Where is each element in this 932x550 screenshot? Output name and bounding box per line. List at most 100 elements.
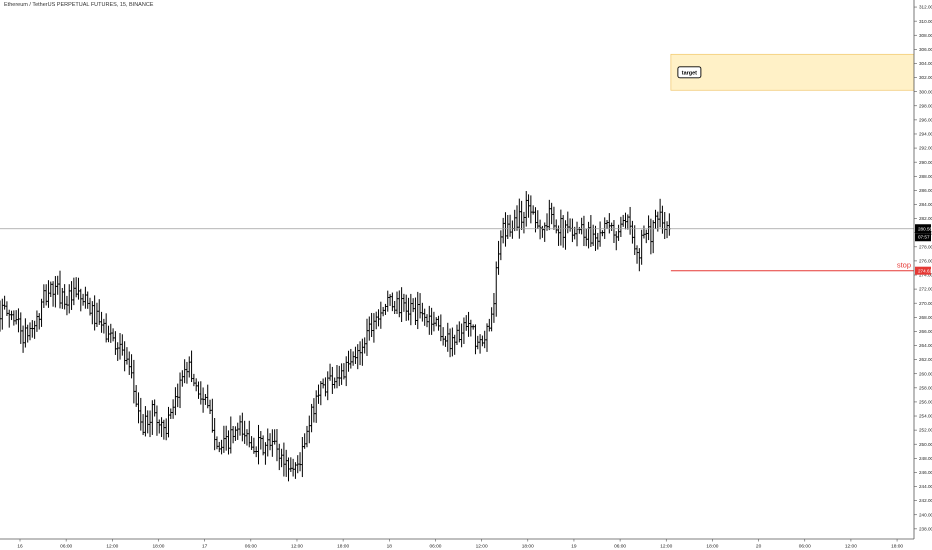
ohlc-bar bbox=[458, 321, 461, 343]
ohlc-bar bbox=[665, 221, 669, 239]
ohlc-bar bbox=[275, 429, 279, 462]
ohlc-bar bbox=[280, 448, 283, 468]
ohlc-bar bbox=[631, 220, 634, 244]
ohlc-bar bbox=[428, 305, 431, 335]
ohlc-bar bbox=[218, 441, 221, 453]
target-label-box[interactable] bbox=[677, 66, 702, 79]
ohlc-bar bbox=[79, 288, 82, 312]
ohlc-bar bbox=[550, 202, 553, 225]
ohlc-bar bbox=[582, 215, 586, 247]
ohlc-bar bbox=[640, 229, 643, 265]
ohlc-bar bbox=[481, 335, 484, 347]
ohlc-bar bbox=[439, 314, 443, 342]
ohlc-bar bbox=[661, 205, 664, 234]
ohlc-bar bbox=[21, 325, 25, 353]
ohlc-bar bbox=[363, 337, 366, 354]
ohlc-bar bbox=[386, 290, 389, 312]
price-tick-label: 288.00 bbox=[919, 174, 932, 179]
ohlc-bar bbox=[266, 428, 269, 457]
price-tick-label: 266.00 bbox=[919, 329, 932, 334]
ohlc-bar bbox=[381, 306, 385, 317]
ohlc-bar bbox=[587, 221, 590, 249]
ohlc-bar bbox=[250, 436, 253, 450]
ohlc-bar bbox=[561, 215, 565, 248]
time-tick-label: 18:00 bbox=[891, 544, 903, 550]
ohlc-bar bbox=[342, 363, 346, 380]
time-tick-label: 06:00 bbox=[429, 544, 441, 550]
current-price-value: 280.56 bbox=[918, 226, 932, 231]
ohlc-bar bbox=[335, 365, 339, 389]
ohlc-bar bbox=[446, 322, 449, 352]
ohlc-bar bbox=[321, 378, 325, 389]
ohlc-bar bbox=[139, 397, 142, 431]
ohlc-bar bbox=[483, 330, 486, 349]
ohlc-bar bbox=[229, 416, 233, 454]
ohlc-bar bbox=[49, 281, 52, 298]
ohlc-bar bbox=[621, 214, 625, 227]
ohlc-bar bbox=[167, 406, 170, 438]
ohlc-bar bbox=[370, 312, 373, 337]
ohlc-bar bbox=[515, 205, 519, 231]
ohlc-bar bbox=[407, 297, 410, 321]
ohlc-bar bbox=[19, 312, 22, 344]
ohlc-bar bbox=[24, 318, 27, 348]
ohlc-bar bbox=[289, 457, 293, 472]
ohlc-bar bbox=[130, 354, 133, 379]
ohlc-bar bbox=[338, 365, 341, 387]
ohlc-bar bbox=[423, 308, 426, 326]
price-axis[interactable] bbox=[914, 0, 932, 550]
stop-label: stop bbox=[897, 261, 911, 270]
ohlc-bar bbox=[555, 219, 558, 234]
ohlc-bar bbox=[375, 311, 378, 330]
ohlc-bar bbox=[190, 350, 193, 383]
ohlc-bar bbox=[589, 215, 593, 247]
countdown-badge bbox=[915, 233, 931, 242]
ohlc-bar bbox=[114, 331, 117, 355]
ohlc-bar bbox=[61, 287, 64, 309]
ohlc-bar bbox=[303, 433, 306, 449]
target-zone[interactable] bbox=[670, 53, 915, 91]
ohlc-bar bbox=[224, 425, 228, 451]
ohlc-bar bbox=[241, 412, 244, 442]
ohlc-bar bbox=[234, 426, 237, 441]
price-tick-label: 282.00 bbox=[919, 216, 932, 221]
ohlc-bar bbox=[42, 284, 46, 308]
time-tick-label: 20 bbox=[756, 544, 762, 550]
ohlc-bar bbox=[201, 387, 205, 413]
price-tick-label: 310.00 bbox=[919, 19, 932, 24]
ohlc-bar bbox=[123, 341, 126, 372]
ohlc-bar bbox=[548, 199, 551, 231]
ohlc-bar bbox=[141, 414, 145, 436]
time-tick-label: 06:00 bbox=[245, 544, 257, 550]
ohlc-bar bbox=[155, 405, 159, 436]
time-tick-label: 06:00 bbox=[799, 544, 811, 550]
price-tick-label: 304.00 bbox=[919, 61, 932, 66]
ohlc-bar bbox=[144, 406, 147, 437]
price-tick-label: 294.00 bbox=[919, 132, 932, 137]
price-tick-label: 260.00 bbox=[919, 371, 932, 376]
ohlc-bar bbox=[527, 194, 530, 218]
ohlc-bar bbox=[178, 372, 182, 409]
ohlc-bar bbox=[146, 410, 149, 434]
stop-price-badge bbox=[915, 266, 931, 275]
time-tick-label: 18 bbox=[387, 544, 393, 550]
time-axis[interactable] bbox=[0, 539, 932, 550]
ohlc-bar bbox=[0, 300, 2, 332]
ohlc-bar bbox=[444, 335, 447, 347]
ohlc-bar bbox=[238, 415, 242, 436]
price-tick-label: 276.00 bbox=[919, 258, 932, 263]
ohlc-bar bbox=[603, 217, 606, 239]
ohlc-bar bbox=[231, 426, 235, 444]
ohlc-bar bbox=[86, 291, 89, 309]
ohlc-bar bbox=[211, 398, 214, 433]
ohlc-bar bbox=[626, 214, 629, 230]
ohlc-bar bbox=[654, 209, 657, 229]
ohlc-bar bbox=[148, 410, 152, 438]
ohlc-bar bbox=[430, 307, 433, 335]
ohlc-bar bbox=[44, 284, 48, 306]
ohlc-bar bbox=[47, 280, 50, 308]
ohlc-bar bbox=[543, 222, 546, 242]
time-tick-label: 12:00 bbox=[476, 544, 488, 550]
